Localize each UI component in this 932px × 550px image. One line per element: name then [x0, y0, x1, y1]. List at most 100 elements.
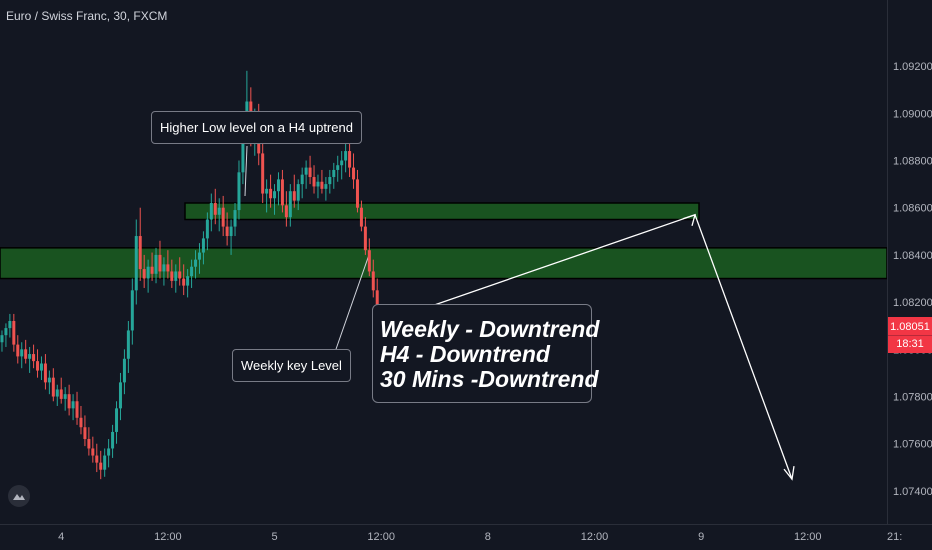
candle-83[interactable] [328, 169, 332, 194]
candle-38[interactable] [150, 252, 154, 281]
candle-79[interactable] [312, 165, 316, 194]
candle-59[interactable] [233, 202, 237, 237]
candle-body [308, 167, 312, 178]
candle-4[interactable] [16, 335, 20, 364]
candle-51[interactable] [201, 231, 205, 265]
candle-67[interactable] [265, 179, 269, 213]
candle-25[interactable] [99, 450, 103, 480]
candle-8[interactable] [32, 344, 36, 369]
candle-37[interactable] [146, 259, 150, 293]
candle-33[interactable] [130, 278, 134, 345]
candle-93[interactable] [367, 238, 371, 277]
candle-81[interactable] [320, 169, 324, 194]
candle-47[interactable] [186, 269, 190, 298]
candle-3[interactable] [12, 313, 16, 352]
candle-76[interactable] [300, 167, 304, 199]
candle-84[interactable] [332, 162, 336, 189]
tradingview-logo-icon[interactable] [8, 485, 30, 507]
candle-90[interactable] [355, 169, 359, 213]
candle-36[interactable] [142, 254, 146, 288]
candle-35[interactable] [138, 207, 142, 281]
candle-66[interactable] [261, 139, 265, 203]
candle-19[interactable] [75, 391, 79, 425]
candle-86[interactable] [340, 151, 344, 180]
candle-72[interactable] [284, 191, 288, 227]
candle-29[interactable] [115, 401, 119, 444]
zone-1[interactable] [0, 247, 888, 280]
candle-23[interactable] [91, 436, 95, 463]
candle-92[interactable] [363, 217, 367, 255]
candle-46[interactable] [182, 264, 186, 296]
candle-34[interactable] [134, 219, 138, 305]
candle-body [138, 236, 142, 270]
candle-6[interactable] [24, 339, 28, 364]
candle-1[interactable] [4, 323, 8, 347]
candle-88[interactable] [348, 139, 352, 178]
candle-7[interactable] [28, 346, 32, 373]
candle-17[interactable] [67, 384, 71, 416]
candle-15[interactable] [59, 377, 63, 404]
candle-58[interactable] [229, 219, 233, 255]
candle-0[interactable] [0, 330, 4, 352]
candle-41[interactable] [162, 257, 166, 286]
candle-body [352, 167, 356, 180]
candle-body [178, 271, 182, 279]
candle-85[interactable] [336, 155, 340, 182]
candle-94[interactable] [371, 259, 375, 298]
candle-77[interactable] [304, 160, 308, 189]
candle-18[interactable] [71, 394, 75, 421]
candle-82[interactable] [324, 177, 328, 201]
candle-78[interactable] [308, 155, 312, 185]
candle-30[interactable] [118, 372, 122, 421]
candle-89[interactable] [352, 153, 356, 189]
x-tick-label: 9 [698, 531, 704, 543]
candle-21[interactable] [83, 415, 87, 447]
candle-44[interactable] [174, 264, 178, 293]
candle-43[interactable] [170, 259, 174, 288]
candle-52[interactable] [205, 212, 209, 251]
candle-5[interactable] [20, 342, 24, 369]
candle-9[interactable] [36, 349, 40, 378]
candle-71[interactable] [280, 169, 284, 213]
candle-10[interactable] [39, 356, 43, 381]
candle-24[interactable] [95, 443, 99, 473]
candle-27[interactable] [107, 439, 111, 468]
candle-74[interactable] [292, 174, 296, 208]
candle-69[interactable] [273, 184, 277, 215]
candle-28[interactable] [111, 424, 115, 458]
candle-12[interactable] [47, 370, 51, 395]
candle-55[interactable] [217, 198, 221, 232]
candle-50[interactable] [197, 243, 201, 274]
candle-48[interactable] [190, 259, 194, 288]
candle-42[interactable] [166, 250, 170, 279]
candle-54[interactable] [213, 188, 217, 225]
candle-68[interactable] [269, 174, 273, 208]
candle-56[interactable] [221, 195, 225, 237]
candle-73[interactable] [288, 184, 292, 227]
candle-32[interactable] [126, 321, 130, 373]
candle-31[interactable] [122, 349, 126, 395]
candle-14[interactable] [55, 384, 59, 406]
candle-75[interactable] [296, 179, 300, 211]
candle-20[interactable] [79, 405, 83, 435]
candle-16[interactable] [63, 387, 67, 411]
candle-22[interactable] [87, 427, 91, 456]
candle-57[interactable] [225, 212, 229, 246]
candle-91[interactable] [359, 200, 363, 232]
candle-80[interactable] [316, 174, 320, 199]
candle-49[interactable] [194, 250, 198, 279]
candle-53[interactable] [209, 193, 213, 232]
candle-70[interactable] [276, 172, 280, 206]
candle-11[interactable] [43, 354, 47, 390]
candle-13[interactable] [51, 368, 55, 402]
candle-60[interactable] [237, 160, 241, 220]
candle-2[interactable] [8, 313, 12, 338]
candle-26[interactable] [103, 448, 107, 477]
y-tick-label: 1.07600 [893, 439, 932, 451]
chart-title: Euro / Swiss Franc, 30, FXCM [6, 9, 168, 23]
zone-0[interactable] [184, 202, 700, 221]
candle-40[interactable] [158, 240, 162, 279]
candle-45[interactable] [178, 257, 182, 286]
candle-39[interactable] [154, 247, 158, 284]
